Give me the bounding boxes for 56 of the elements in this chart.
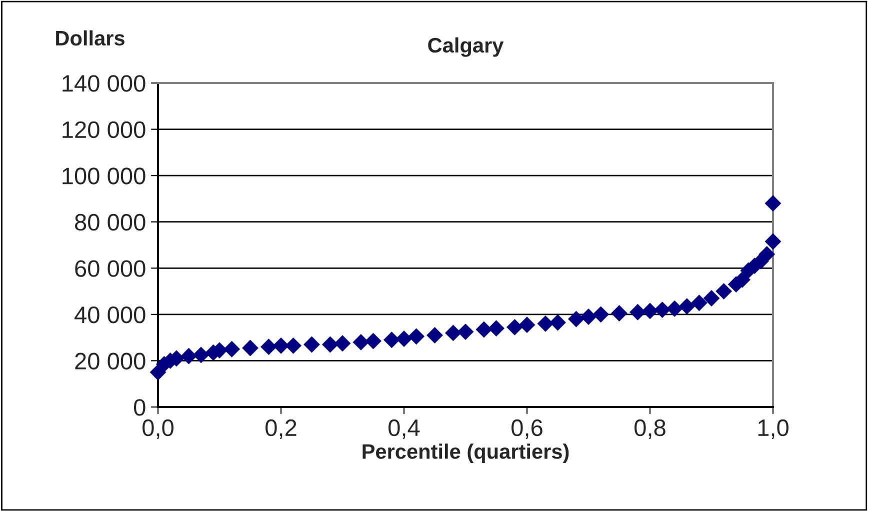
point [457,324,474,340]
point [506,318,523,336]
point [488,320,504,337]
point [592,306,610,323]
point [444,324,462,342]
x-tick-label: 0,0 [142,419,174,439]
y-tick-label: 120 000 [62,121,146,138]
point [678,298,696,315]
point [352,334,370,350]
x-tick-label: 0,6 [512,419,542,439]
x-tick-label: 0,4 [388,419,420,439]
point [758,246,776,262]
point [654,302,671,318]
point [550,314,566,331]
point [365,332,382,350]
point [242,340,258,356]
point [192,346,210,364]
y-tick-label: 80 000 [75,214,146,231]
point [334,335,351,352]
point [642,302,658,320]
point [396,330,412,347]
x-axis-title: Percentile (quartiers) [362,444,569,464]
point [716,283,732,300]
point [764,233,782,250]
point [476,321,492,338]
point [518,316,536,334]
point [260,338,277,356]
chart-title: Calgary [428,37,504,57]
y-tick-label: 0 [134,399,146,416]
y-tick-label: 20 000 [75,352,146,370]
point [408,328,425,345]
x-tick-label: 1,0 [758,419,788,439]
point [272,337,290,354]
point [322,336,338,353]
point [426,327,443,344]
y-tick-label: 60 000 [75,260,146,277]
point [537,315,554,332]
y-axis-title: Dollars [56,30,124,46]
point [690,294,708,312]
point [304,336,320,353]
y-tick-label: 140 000 [62,75,146,92]
point [764,195,782,212]
point [629,304,646,320]
point [666,300,683,317]
point [224,340,240,358]
point [568,310,584,328]
y-tick-label: 40 000 [74,306,146,324]
point [580,308,597,325]
point [383,332,400,348]
point [703,290,720,306]
point [611,305,628,322]
point [180,348,197,364]
x-tick-label: 0,2 [266,419,296,439]
x-tick-label: 0,8 [634,419,666,439]
point [285,337,302,354]
y-tick-label: 100 000 [62,168,146,184]
